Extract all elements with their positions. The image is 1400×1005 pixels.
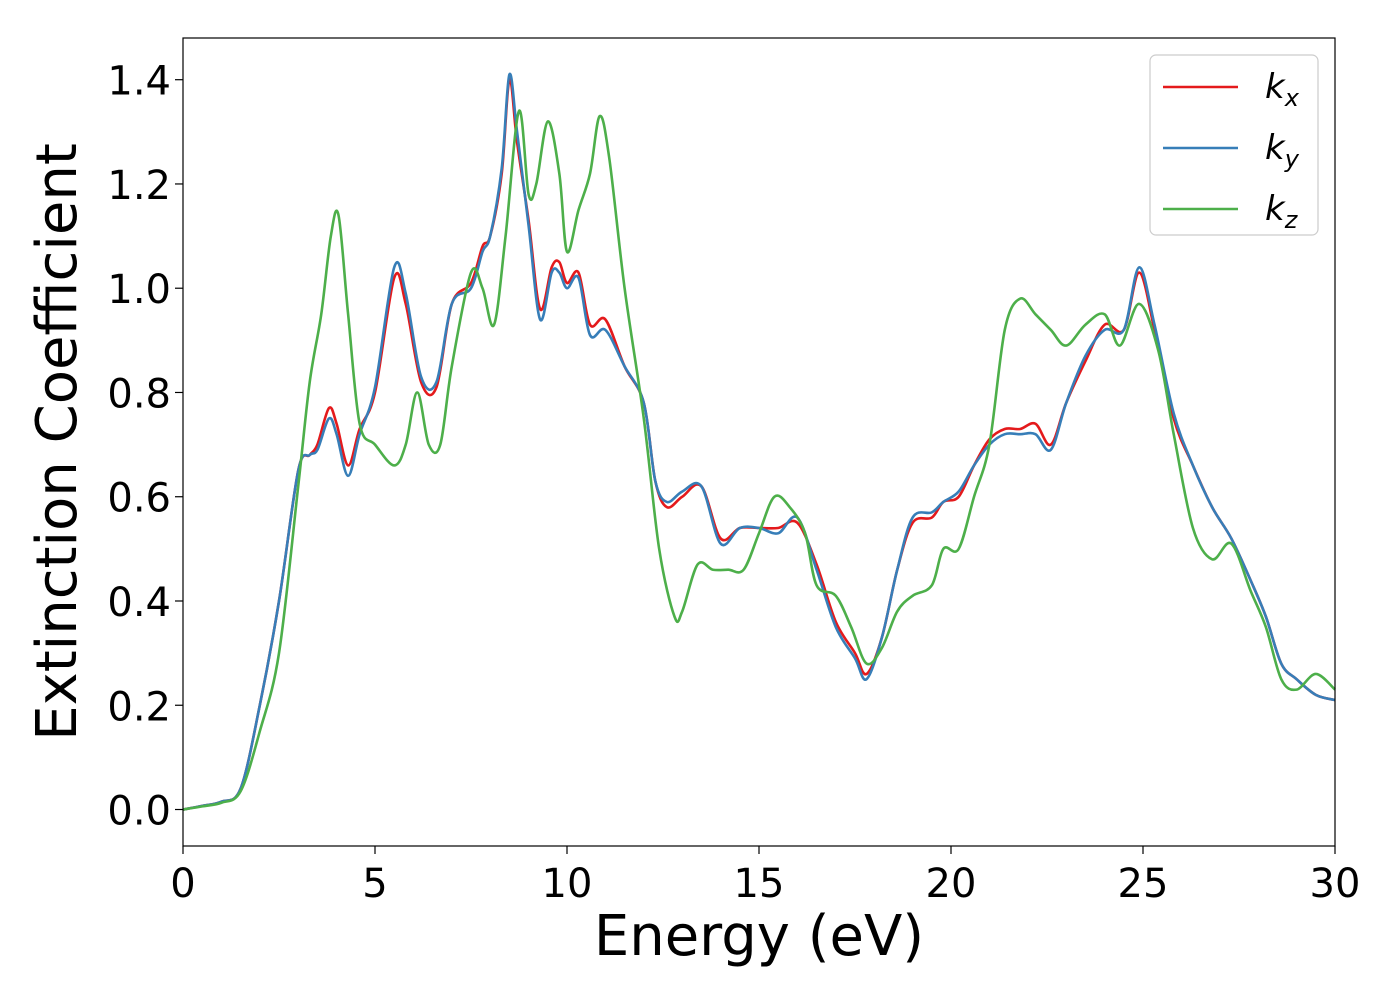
legend: kx ky kz	[1149, 54, 1319, 236]
legend-label-kz: kz	[1265, 189, 1299, 234]
legend-label-ky: ky	[1265, 128, 1300, 173]
x-tick-label: 15	[734, 861, 785, 907]
x-tick-label: 25	[1118, 861, 1169, 907]
y-tick-label: 0.6	[107, 476, 171, 522]
x-axis: 0 5 10 15 20 25 30	[170, 846, 1360, 907]
y-tick-label: 0.0	[107, 789, 171, 835]
plot-background	[183, 38, 1335, 846]
y-tick-label: 1.0	[107, 267, 171, 313]
x-tick-label: 20	[926, 861, 977, 907]
x-axis-label: Energy (eV)	[594, 904, 924, 969]
legend-box	[1149, 54, 1319, 236]
y-tick-label: 1.4	[107, 59, 171, 105]
x-tick-label: 30	[1310, 861, 1361, 907]
x-tick-label: 0	[170, 861, 195, 907]
y-tick-label: 0.2	[107, 684, 171, 730]
x-tick-label: 10	[542, 861, 593, 907]
y-tick-label: 0.8	[107, 371, 171, 417]
y-axis-label: Extinction Coefficient	[25, 143, 90, 741]
legend-label-kx: kx	[1265, 67, 1300, 112]
y-axis: 0.0 0.2 0.4 0.6 0.8 1.0 1.2 1.4	[107, 59, 183, 835]
x-tick-label: 5	[362, 861, 387, 907]
series-line-kz	[182, 109, 1336, 811]
y-tick-label: 1.2	[107, 163, 171, 209]
y-tick-label: 0.4	[107, 580, 171, 626]
series-layer	[182, 72, 1336, 811]
